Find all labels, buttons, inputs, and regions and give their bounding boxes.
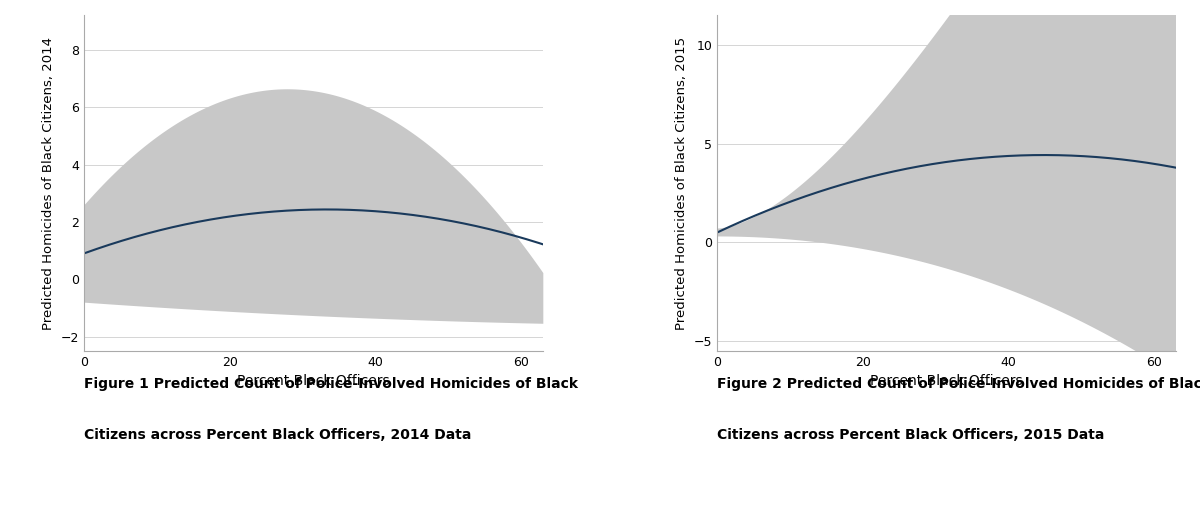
Y-axis label: Predicted Homicides of Black Citizens, 2015: Predicted Homicides of Black Citizens, 2… [676, 37, 689, 330]
Y-axis label: Predicted Homicides of Black Citizens, 2014: Predicted Homicides of Black Citizens, 2… [42, 37, 55, 330]
X-axis label: Percent Black Officers: Percent Black Officers [870, 374, 1022, 389]
Text: Figure 1 Predicted Count of Police-Involved Homicides of Black: Figure 1 Predicted Count of Police-Invol… [84, 377, 578, 391]
Text: Figure 2 Predicted Count of Police-Involved Homicides of Black: Figure 2 Predicted Count of Police-Invol… [718, 377, 1200, 391]
Text: Citizens across Percent Black Officers, 2014 Data: Citizens across Percent Black Officers, … [84, 428, 472, 442]
Text: Citizens across Percent Black Officers, 2015 Data: Citizens across Percent Black Officers, … [718, 428, 1104, 442]
X-axis label: Percent Black Officers: Percent Black Officers [238, 374, 390, 389]
